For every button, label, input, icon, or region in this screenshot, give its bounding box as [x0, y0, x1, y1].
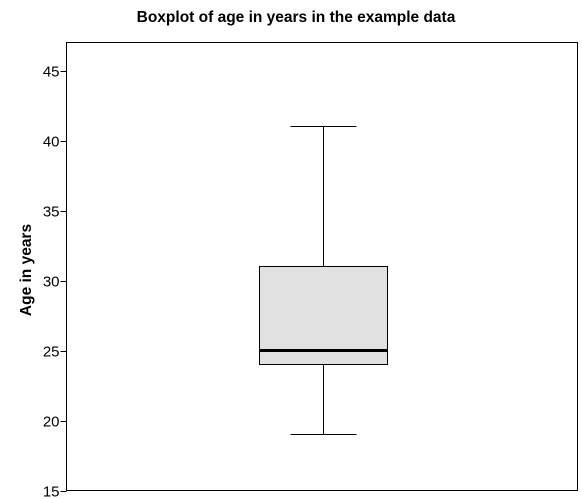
y-tick-label-40: 40: [43, 134, 60, 151]
y-tick-label-15: 15: [43, 484, 60, 499]
plot-area-frame: [66, 42, 578, 491]
box-plot: [259, 126, 388, 435]
y-tick-label-35: 35: [43, 204, 60, 221]
y-tick-label-25: 25: [43, 344, 60, 361]
y-tick-label-20: 20: [43, 414, 60, 431]
y-axis-label: Age in years: [18, 224, 35, 316]
y-axis-ticks: 15 20 25 30 35 40 45: [43, 64, 67, 499]
chart-title: Boxplot of age in years in the example d…: [137, 9, 456, 26]
iqr-box: [259, 266, 388, 365]
y-tick-label-30: 30: [43, 274, 60, 291]
y-tick-label-45: 45: [43, 64, 60, 81]
